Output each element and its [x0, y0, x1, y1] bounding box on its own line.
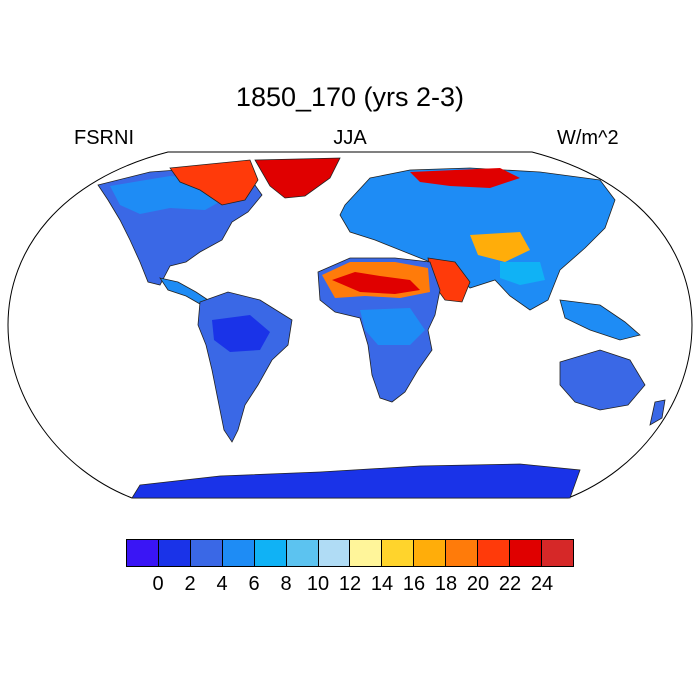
colorbar-tick-label: 8: [280, 573, 292, 595]
colorbar-tick-label: 22: [498, 573, 522, 595]
colorbar-tick-label: 12: [338, 573, 362, 595]
colorbar-tick-label: 16: [402, 573, 426, 595]
colorbar-tick-label: 6: [248, 573, 260, 595]
landmass-antarctica: [131, 463, 581, 499]
colorbar-box: [510, 540, 542, 566]
landmass-arctic-islands: [169, 159, 259, 206]
colorbar-tick-label: 20: [466, 573, 490, 595]
region-sahara-core: [332, 272, 420, 294]
landmass-australia: [559, 349, 646, 411]
colorbar: [126, 539, 574, 567]
region-central-asia-hot: [470, 232, 530, 262]
colorbar-box: [350, 540, 383, 566]
region-siberia-hot: [410, 168, 520, 188]
colorbar-box: [158, 540, 191, 566]
colorbar-tick-label: 0: [152, 573, 164, 595]
colorbar-tick-label: 2: [184, 573, 196, 595]
map-title: 1850_170 (yrs 2-3): [235, 82, 465, 112]
landmass-greenland: [254, 157, 341, 199]
region-central-africa: [360, 308, 425, 345]
landmass-new-zealand: [649, 399, 666, 426]
variable-label: FSRNI: [74, 127, 134, 149]
colorbar-box: [414, 540, 447, 566]
season-label: JJA: [333, 127, 367, 149]
colorbar-tick-label: 4: [216, 573, 228, 595]
colorbar-box: [222, 540, 255, 566]
colorbar-tick-label: 18: [434, 573, 458, 595]
colorbar-tick-label: 14: [370, 573, 394, 595]
colorbar-box: [286, 540, 319, 566]
colorbar-box: [382, 540, 415, 566]
colorbar-box: [254, 540, 287, 566]
colorbar-box: [478, 540, 511, 566]
colorbar-box: [190, 540, 223, 566]
region-amazon: [212, 315, 270, 352]
colorbar-box: [541, 540, 573, 566]
units-label: W/m^2: [557, 127, 619, 149]
colorbar-box: [127, 540, 159, 566]
region-tibet: [500, 262, 545, 285]
colorbar-box: [446, 540, 479, 566]
colorbar-tick-label: 24: [530, 573, 554, 595]
landmass-sea-islands: [559, 299, 641, 341]
colorbar-tick-label: 10: [306, 573, 330, 595]
colorbar-box: [318, 540, 351, 566]
